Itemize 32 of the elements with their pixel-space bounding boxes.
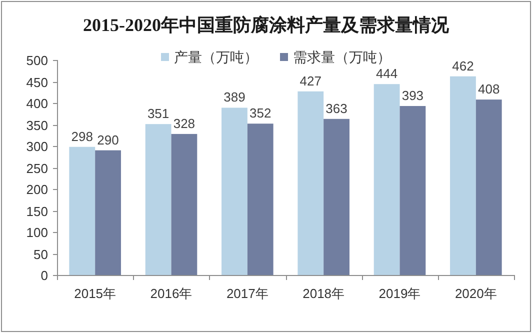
legend-label: 需求量（万吨） xyxy=(293,49,391,65)
y-tick-label: 200 xyxy=(26,182,48,197)
y-tick-label: 0 xyxy=(40,268,48,283)
y-tick-label: 50 xyxy=(34,247,48,262)
data-label: 389 xyxy=(224,90,246,105)
data-label: 298 xyxy=(71,128,93,144)
y-tick-label: 150 xyxy=(26,204,48,219)
data-label: 290 xyxy=(97,132,119,148)
y-tick-label: 300 xyxy=(26,139,48,154)
chart-title: 2015-2020年中国重防腐涂料产量及需求量情况 xyxy=(83,15,450,35)
data-label: 408 xyxy=(478,82,500,97)
y-tick-label: 500 xyxy=(26,53,48,68)
data-label: 363 xyxy=(326,100,348,116)
data-label: 393 xyxy=(402,88,424,104)
data-label: 462 xyxy=(452,58,474,74)
data-label: 444 xyxy=(376,66,398,82)
x-tick-label: 2019年 xyxy=(378,286,421,301)
y-tick-label: 100 xyxy=(26,225,48,240)
data-label: 427 xyxy=(300,73,322,88)
x-tick-label: 2016年 xyxy=(150,286,192,301)
x-tick-label: 2017年 xyxy=(226,286,268,301)
x-tick-label: 2020年 xyxy=(454,286,497,301)
x-tick-label: 2018年 xyxy=(302,286,345,301)
data-label: 352 xyxy=(250,106,272,121)
legend-label: 产量（万吨） xyxy=(174,49,258,65)
data-label: 328 xyxy=(173,116,196,131)
data-label: 351 xyxy=(147,106,170,122)
y-tick-label: 450 xyxy=(26,75,48,90)
y-tick-label: 350 xyxy=(26,118,48,133)
y-tick-label: 400 xyxy=(26,96,48,111)
x-tick-label: 2015年 xyxy=(74,286,116,301)
y-tick-label: 250 xyxy=(26,161,48,176)
